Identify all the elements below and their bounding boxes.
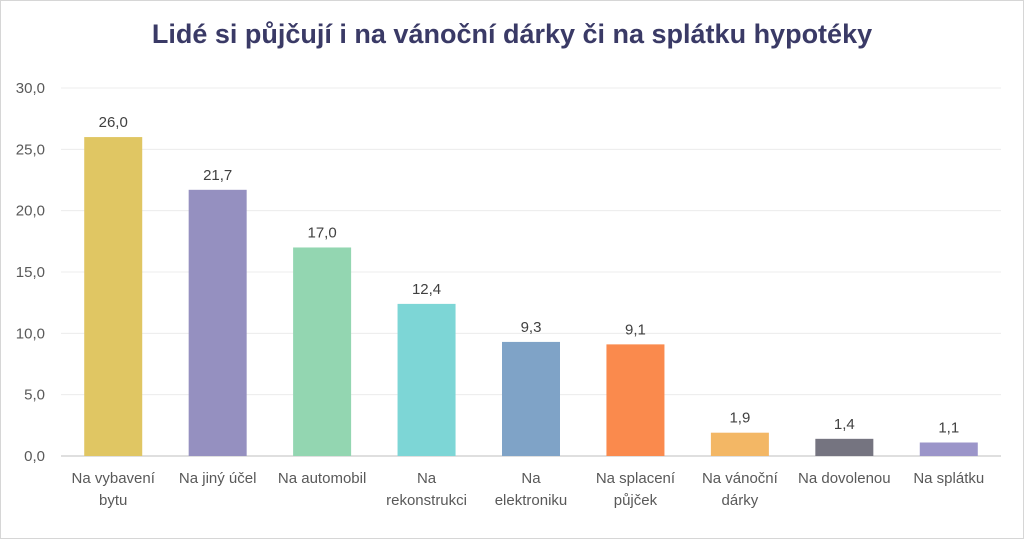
bar bbox=[919, 442, 978, 456]
data-label: 9,3 bbox=[521, 319, 542, 336]
category-label: Na dovolenou bbox=[798, 470, 891, 487]
data-label: 1,4 bbox=[834, 416, 855, 433]
category-label: Na splacení půjček bbox=[596, 470, 676, 509]
data-label: 26,0 bbox=[99, 114, 128, 131]
data-label: 17,0 bbox=[308, 224, 337, 241]
data-label: 12,4 bbox=[412, 281, 441, 298]
y-tick-label: 30,0 bbox=[16, 80, 45, 97]
data-label: 9,1 bbox=[625, 321, 646, 338]
bar bbox=[502, 341, 560, 456]
chart-title: Lidé si půjčují i na vánoční dárky či na… bbox=[151, 19, 873, 49]
y-axis: 0,0 5,0 10,0 15,0 20,0 25,0 30,0 bbox=[16, 80, 45, 465]
category-label: Na rekonstrukci bbox=[386, 470, 467, 509]
data-label: 1,1 bbox=[938, 420, 959, 437]
y-tick-label: 20,0 bbox=[16, 203, 45, 220]
category-label: Na splátku bbox=[913, 470, 984, 487]
bar bbox=[710, 432, 769, 456]
category-label: Na jiný účel bbox=[179, 470, 257, 487]
x-axis: Na vybavení bytu Na jiný účel Na automobil N… bbox=[72, 470, 985, 509]
y-tick-label: 0,0 bbox=[24, 448, 45, 465]
y-tick-label: 10,0 bbox=[16, 325, 45, 342]
data-label: 21,7 bbox=[203, 167, 232, 184]
category-label: Na vánoční dárky bbox=[702, 470, 779, 509]
y-tick-label: 15,0 bbox=[16, 264, 45, 281]
y-tick-label: 25,0 bbox=[16, 141, 45, 158]
bar bbox=[397, 303, 456, 456]
bar bbox=[293, 247, 352, 456]
category-label: Na vybavení bytu bbox=[72, 470, 156, 509]
category-label: Na elektroniku bbox=[495, 470, 568, 509]
y-tick-label: 5,0 bbox=[24, 387, 45, 404]
data-label: 1,9 bbox=[729, 410, 750, 427]
bar bbox=[84, 137, 143, 457]
bar bbox=[815, 438, 874, 456]
category-label: Na automobil bbox=[278, 470, 366, 487]
data-labels: 26,0 21,7 17,0 12,4 9,3 9,1 1,9 1,4 1,1 bbox=[99, 114, 960, 436]
bar bbox=[188, 189, 247, 456]
bars bbox=[84, 137, 978, 457]
bar bbox=[606, 344, 665, 456]
